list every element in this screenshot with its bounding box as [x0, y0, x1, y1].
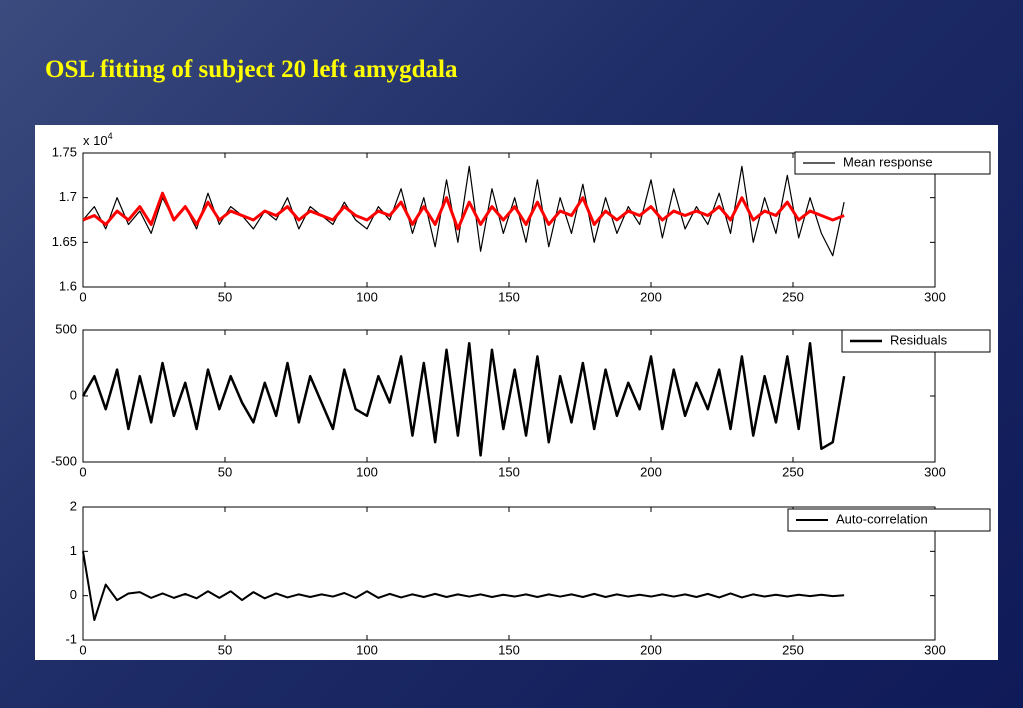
y-tick-label: 0: [70, 387, 77, 402]
x-tick-label: 150: [498, 289, 520, 304]
y-tick-label: 1.6: [59, 278, 77, 293]
x-tick-label: 300: [924, 642, 946, 657]
legend-label: Residuals: [890, 332, 948, 347]
y-tick-label: 500: [55, 321, 77, 336]
x-tick-label: 250: [782, 289, 804, 304]
x-tick-label: 300: [924, 464, 946, 479]
series-line: [81, 341, 846, 457]
y-tick-label: 1.7: [59, 189, 77, 204]
legend-box: [794, 151, 991, 175]
x-tick-label: 50: [218, 642, 232, 657]
x-tick-label: 0: [79, 464, 86, 479]
x-tick-label: 0: [79, 289, 86, 304]
y-tick-label: 1.75: [52, 144, 77, 159]
x-tick-label: 150: [498, 464, 520, 479]
multiplier-base: x 10: [83, 133, 108, 148]
legend-label: Auto-correlation: [836, 511, 928, 526]
x-tick-label: 150: [498, 642, 520, 657]
x-tick-label: 100: [356, 642, 378, 657]
x-tick-label: 0: [79, 642, 86, 657]
x-tick-label: 300: [924, 289, 946, 304]
x-tick-label: 50: [218, 289, 232, 304]
figure-panel: 0 50 100 150 200 250 300 1.6 1.65 1.7 1.75 x 104 Mea…: [35, 125, 998, 660]
y-tick-label: -500: [51, 453, 77, 468]
x-tick-label: 250: [782, 642, 804, 657]
series-line: [82, 551, 845, 622]
legend-box: [787, 508, 991, 532]
x-tick-label: 200: [640, 642, 662, 657]
x-tick-label: 200: [640, 289, 662, 304]
legend-label: Mean response: [843, 154, 933, 169]
multiplier-exponent: 4: [108, 131, 113, 141]
x-tick-label: 200: [640, 464, 662, 479]
x-tick-label: 250: [782, 464, 804, 479]
x-tick-label: 50: [218, 464, 232, 479]
y-tick-label: 1.65: [52, 234, 77, 249]
y-tick-label: 2: [70, 498, 77, 513]
legend-box: [841, 329, 991, 353]
y-multiplier: x 104: [83, 131, 113, 148]
y-tick-label: 0: [70, 587, 77, 602]
x-tick-label: 100: [356, 289, 378, 304]
slide-title: OSL fitting of subject 20 left amygdala: [45, 56, 458, 83]
series-line: [82, 165, 845, 257]
series-line: [82, 191, 845, 231]
x-tick-label: 100: [356, 464, 378, 479]
y-tick-label: -1: [65, 631, 77, 646]
y-tick-label: 1: [70, 543, 77, 558]
